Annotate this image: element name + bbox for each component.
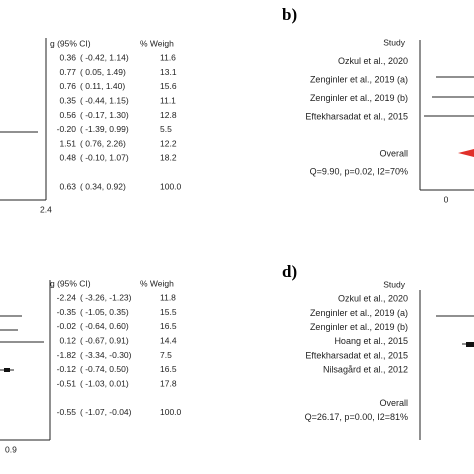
weight: 12.8 xyxy=(160,110,177,120)
study-name: Zenginler et al., 2019 (b) xyxy=(310,322,408,332)
weight: 17.8 xyxy=(160,378,177,388)
effect-size: -0.51 xyxy=(57,378,77,388)
effect-size: 0.48 xyxy=(59,153,76,163)
weight: 100.0 xyxy=(160,181,182,191)
effect-size: 0.76 xyxy=(59,81,76,91)
confidence-interval: ( -1.07, -0.04) xyxy=(80,407,132,417)
heterogeneity: Q=26.17, p=0.00, I2=81% xyxy=(305,412,408,422)
overall-label: Overall xyxy=(379,398,408,408)
confidence-interval: ( -1.03, 0.01) xyxy=(80,378,129,388)
effect-size: -2.24 xyxy=(57,293,77,303)
effect-size: 0.77 xyxy=(59,67,76,77)
study-name: Zenginler et al., 2019 (a) xyxy=(310,308,408,318)
study-header: Study xyxy=(383,279,405,289)
effect-size: -0.02 xyxy=(57,321,77,331)
effect-size: -0.20 xyxy=(57,124,77,134)
column-header: % Weigh xyxy=(140,278,174,288)
overall-diamond xyxy=(458,149,474,157)
effect-size: 0.12 xyxy=(59,335,76,345)
weight: 15.5 xyxy=(160,307,177,317)
study-name: Ozkul et al., 2020 xyxy=(338,294,408,304)
panel-label: b) xyxy=(282,5,297,24)
axis-label: 0.9 xyxy=(5,444,17,454)
study-name: Zenginler et al., 2019 (b) xyxy=(310,93,408,103)
confidence-interval: ( -0.42, 1.14) xyxy=(80,53,129,63)
weight: 5.5 xyxy=(160,124,172,134)
study-name: Zenginler et al., 2019 (a) xyxy=(310,74,408,84)
weight: 7.5 xyxy=(160,350,172,360)
confidence-interval: ( -0.17, 1.30) xyxy=(80,110,129,120)
weight: 15.6 xyxy=(160,81,177,91)
weight: 11.8 xyxy=(160,293,176,303)
column-header: % Weigh xyxy=(140,38,174,48)
effect-size: -0.12 xyxy=(57,364,77,374)
weight: 11.1 xyxy=(160,95,176,105)
weight: 16.5 xyxy=(160,321,177,331)
study-name: Eftekharsadat et al., 2015 xyxy=(305,350,408,360)
study-name: Nilsagård et al., 2012 xyxy=(323,365,408,375)
confidence-interval: ( -0.44, 1.15) xyxy=(80,95,129,105)
axis-label: 2.4 xyxy=(40,204,52,214)
axis-label: 0 xyxy=(444,194,449,204)
effect-size: 1.51 xyxy=(59,138,76,148)
weight: 13.1 xyxy=(160,67,177,77)
effect-size: -0.55 xyxy=(57,407,77,417)
confidence-interval: ( 0.76, 2.26) xyxy=(80,138,126,148)
confidence-interval: ( -0.64, 0.60) xyxy=(80,321,129,331)
confidence-interval: ( -3.34, -0.30) xyxy=(80,350,132,360)
effect-size: 0.35 xyxy=(59,95,76,105)
effect-size: 0.63 xyxy=(59,181,76,191)
confidence-interval: ( -0.10, 1.07) xyxy=(80,153,129,163)
effect-size: 0.56 xyxy=(59,110,76,120)
confidence-interval: ( 0.05, 1.49) xyxy=(80,67,126,77)
confidence-interval: ( -0.74, 0.50) xyxy=(80,364,129,374)
weight: 11.6 xyxy=(160,53,176,63)
study-name: Eftekharsadat et al., 2015 xyxy=(305,111,408,121)
study-name: Ozkul et al., 2020 xyxy=(338,56,408,66)
weight: 100.0 xyxy=(160,407,182,417)
confidence-interval: ( 0.11, 1.40) xyxy=(80,81,125,91)
study-name: Hoang et al., 2015 xyxy=(334,336,408,346)
confidence-interval: ( -1.05, 0.35) xyxy=(80,307,129,317)
study-header: Study xyxy=(383,37,405,47)
effect-size: -0.35 xyxy=(57,307,77,317)
point xyxy=(466,342,474,347)
effect-size: 0.36 xyxy=(59,53,76,63)
weight: 18.2 xyxy=(160,153,177,163)
weight: 16.5 xyxy=(160,364,177,374)
weight: 12.2 xyxy=(160,138,177,148)
confidence-interval: ( 0.34, 0.92) xyxy=(80,181,126,191)
weight: 14.4 xyxy=(160,335,177,345)
effect-size: -1.82 xyxy=(57,350,77,360)
confidence-interval: ( -0.67, 0.91) xyxy=(80,335,129,345)
column-header: g (95% CI) xyxy=(50,38,91,48)
heterogeneity: Q=9.90, p=0.02, I2=70% xyxy=(310,166,408,176)
confidence-interval: ( -1.39, 0.99) xyxy=(80,124,129,134)
panel-label: d) xyxy=(282,262,297,281)
confidence-interval: ( -3.26, -1.23) xyxy=(80,293,132,303)
point xyxy=(4,368,10,372)
column-header: g (95% CI) xyxy=(50,278,91,288)
overall-label: Overall xyxy=(379,148,408,158)
